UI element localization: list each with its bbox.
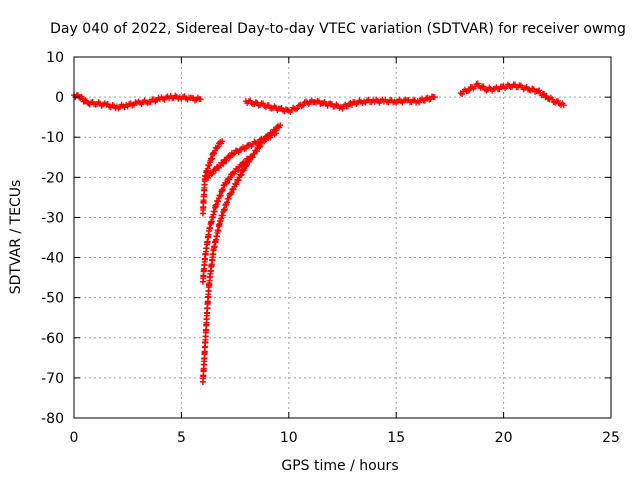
data-point — [225, 195, 232, 202]
data-point — [226, 154, 233, 161]
data-point — [214, 143, 221, 150]
data-point — [348, 101, 355, 108]
grid-lines — [74, 57, 611, 418]
x-tick-label: 15 — [387, 430, 405, 446]
data-point — [560, 102, 567, 109]
data-point — [209, 170, 216, 177]
axis-ticks — [73, 56, 612, 419]
x-tick-label: 10 — [280, 430, 298, 446]
data-point — [223, 180, 230, 187]
data-points — [71, 80, 567, 385]
x-tick-label: 5 — [177, 430, 186, 446]
data-point — [257, 142, 264, 149]
y-tick-label: -60 — [41, 331, 64, 347]
data-point — [242, 159, 249, 166]
data-point — [466, 87, 473, 94]
y-tick-label: -50 — [41, 291, 64, 307]
data-point — [235, 177, 242, 184]
y-tick-label: 10 — [46, 50, 64, 66]
data-point — [205, 174, 212, 181]
data-point — [536, 87, 543, 94]
y-tick-label: -70 — [41, 371, 64, 387]
data-point — [82, 97, 89, 104]
y-tick-label: 0 — [55, 90, 64, 106]
data-point — [464, 88, 471, 95]
data-point — [230, 186, 237, 193]
data-point — [211, 150, 218, 157]
x-tick-label: 0 — [70, 430, 79, 446]
y-tick-label: -40 — [41, 251, 64, 267]
data-point — [219, 138, 226, 145]
data-point — [79, 95, 86, 102]
data-point — [238, 163, 245, 170]
y-tick-label: -10 — [41, 130, 64, 146]
y-tick-label: -30 — [41, 210, 64, 226]
data-point — [238, 171, 245, 178]
data-point — [227, 174, 234, 181]
data-point — [247, 154, 254, 161]
data-point — [256, 144, 263, 151]
data-point — [277, 122, 284, 129]
x-axis-label: GPS time / hours — [281, 458, 398, 474]
data-point — [241, 160, 248, 167]
chart-title: Day 040 of 2022, Sidereal Day-to-day VTE… — [50, 21, 626, 37]
x-tick-label: 20 — [495, 430, 513, 446]
data-point — [254, 148, 261, 155]
data-point — [212, 167, 219, 174]
y-tick-label: -80 — [41, 411, 64, 427]
data-point — [344, 103, 351, 110]
data-point — [242, 145, 249, 152]
data-point — [223, 157, 230, 164]
x-tick-label: 25 — [602, 430, 620, 446]
y-axis-label: SDTVAR / TECUs — [8, 180, 24, 295]
y-tick-label: -20 — [41, 170, 64, 186]
data-point — [543, 92, 550, 99]
tick-labels: 0 5 10 15 20 25 10 0 -10 -20 -30 -40 -50 -60 -70 -80 — [41, 50, 620, 446]
data-point — [480, 83, 487, 90]
data-point — [431, 94, 438, 101]
data-point — [228, 189, 235, 196]
data-point — [223, 179, 230, 186]
data-point — [197, 96, 204, 103]
data-point — [235, 166, 242, 173]
data-point — [272, 130, 279, 137]
plot-frame — [73, 56, 612, 419]
data-point — [220, 160, 227, 167]
data-point — [233, 181, 240, 188]
